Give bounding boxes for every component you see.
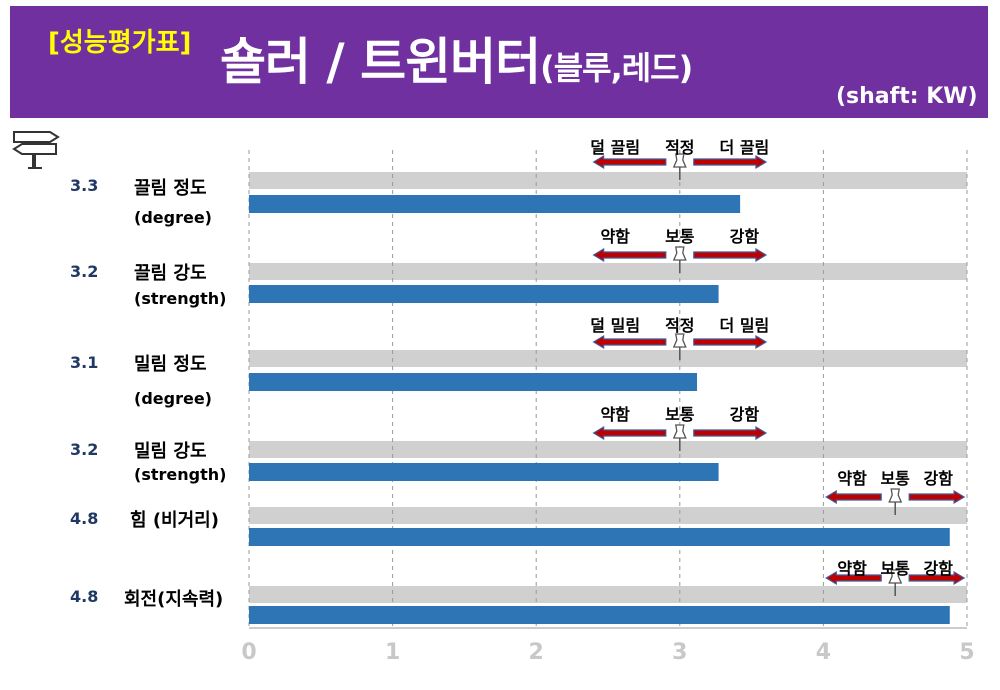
category-label: 끌림 정도 — [134, 178, 207, 199]
value-bar — [249, 606, 950, 624]
category-label: 밀림 정도 — [134, 354, 207, 375]
scale-right-text: 강함 — [729, 227, 760, 246]
x-tick-label: 1 — [384, 640, 401, 665]
left-arrow — [825, 489, 882, 505]
background-bar — [249, 172, 967, 189]
right-arrow — [908, 570, 966, 586]
scale-right-text: 더 밀림 — [719, 316, 770, 335]
x-tick-label: 0 — [241, 640, 257, 665]
scale-right-text: 강함 — [729, 405, 760, 424]
value-bar — [249, 463, 719, 481]
value-bar — [249, 195, 741, 213]
pushpin-icon — [672, 424, 687, 451]
background-bar — [249, 263, 967, 280]
category-label: 밀림 강도 — [134, 441, 207, 462]
scale-mid-text: 보통 — [665, 405, 695, 424]
category-sublabel: (degree) — [134, 389, 212, 408]
pushpin-icon — [672, 333, 687, 360]
right-arrow — [908, 489, 966, 505]
score-value: 4.8 — [70, 587, 99, 606]
evaluation-badge: [성능평가표] — [48, 28, 192, 58]
score-value: 3.2 — [70, 262, 99, 281]
scale-mid-text: 적정 — [665, 138, 695, 157]
category-label: 끌림 강도 — [134, 263, 207, 284]
category-sublabel: (degree) — [134, 208, 212, 227]
right-arrow — [693, 425, 768, 441]
scale-mid-text: 적정 — [665, 316, 695, 335]
score-value: 3.2 — [70, 440, 99, 459]
scale-mid-text: 보통 — [880, 559, 910, 578]
scale-mid-text: 보통 — [880, 469, 910, 488]
left-arrow — [825, 570, 882, 586]
value-bar — [249, 373, 698, 391]
title-main: 숄러 / 트윈버터 — [220, 33, 541, 91]
value-bar — [249, 285, 719, 303]
scale-right-text: 강함 — [923, 469, 953, 488]
category-label: 회전(지속력) — [124, 589, 224, 610]
category-sublabel: (strength) — [134, 465, 227, 484]
scale-right-text: 더 끌림 — [719, 138, 770, 157]
left-arrow — [592, 334, 667, 350]
score-value: 3.3 — [70, 176, 99, 195]
shaft-note: (shaft: KW) — [836, 84, 978, 109]
x-tick-label: 2 — [528, 640, 544, 665]
background-bar — [249, 586, 967, 603]
scale-left-text: 약함 — [837, 559, 867, 578]
scale-left-text: 약함 — [837, 469, 867, 488]
right-arrow — [693, 334, 768, 350]
scale-left-text: 덜 끌림 — [590, 138, 641, 157]
page-title: 숄러 / 트윈버터(블루,레드) — [220, 22, 693, 94]
pushpin-icon — [672, 246, 687, 273]
background-bar — [249, 350, 967, 367]
right-arrow — [693, 247, 768, 263]
left-arrow — [592, 247, 667, 263]
right-arrow — [693, 154, 768, 170]
scale-left-text: 약함 — [600, 227, 630, 246]
background-bar — [249, 441, 967, 458]
x-tick-label: 4 — [815, 640, 832, 665]
score-value: 3.1 — [70, 353, 99, 372]
pushpin-icon — [888, 488, 903, 515]
scale-right-text: 강함 — [923, 559, 953, 578]
category-label: 힘 (비거리) — [130, 510, 219, 531]
left-arrow — [592, 154, 667, 170]
signpost-icon — [10, 126, 62, 174]
x-tick-label: 3 — [672, 640, 688, 665]
scale-mid-text: 보통 — [665, 227, 695, 246]
pushpin-icon — [888, 569, 903, 596]
background-bar — [249, 507, 967, 524]
x-tick-label: 5 — [959, 640, 975, 665]
category-sublabel: (strength) — [134, 289, 227, 308]
value-bar — [249, 528, 950, 546]
scale-left-text: 덜 밀림 — [590, 316, 641, 335]
left-arrow — [592, 425, 667, 441]
pushpin-icon — [672, 153, 687, 180]
score-value: 4.8 — [70, 509, 99, 528]
title-sub: (블루,레드) — [540, 49, 693, 87]
header-banner: [성능평가표] 숄러 / 트윈버터(블루,레드) (shaft: KW) — [10, 6, 988, 118]
scale-left-text: 약함 — [600, 405, 630, 424]
